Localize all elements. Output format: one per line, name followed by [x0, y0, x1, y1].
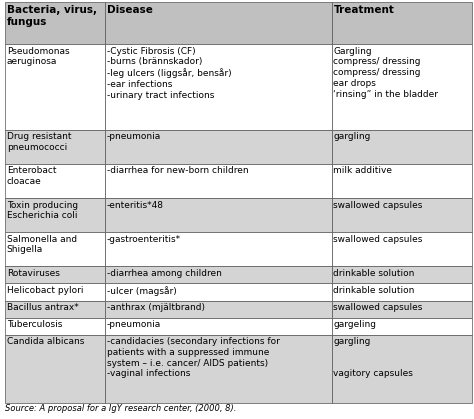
Bar	[5, 44, 105, 129]
Text: -ulcer (magsår): -ulcer (magsår)	[107, 286, 177, 296]
Text: Candida albicans: Candida albicans	[7, 337, 84, 346]
Bar	[105, 284, 331, 300]
Bar	[331, 44, 472, 129]
Text: -pneumonia: -pneumonia	[107, 132, 161, 141]
Bar	[5, 129, 105, 164]
Bar	[331, 300, 472, 318]
Text: -gastroenteritis*: -gastroenteritis*	[107, 235, 181, 244]
Text: gargling: gargling	[333, 132, 371, 141]
Text: Salmonella and
Shigella: Salmonella and Shigella	[7, 235, 77, 254]
Text: swallowed capsules: swallowed capsules	[333, 303, 423, 312]
Bar	[105, 164, 331, 198]
Bar	[331, 318, 472, 335]
Bar	[331, 266, 472, 284]
Text: Bacteria, virus,
fungus: Bacteria, virus, fungus	[7, 5, 97, 27]
Text: milk additive: milk additive	[333, 166, 392, 176]
Text: Toxin producing
Escherichia coli: Toxin producing Escherichia coli	[7, 201, 78, 220]
Bar	[331, 198, 472, 232]
Text: -candidacies (secondary infections for
patients with a suppressed immune
system : -candidacies (secondary infections for p…	[107, 337, 280, 378]
Text: drinkable solution: drinkable solution	[333, 269, 415, 278]
Text: -anthrax (mjältbrand): -anthrax (mjältbrand)	[107, 303, 205, 312]
Text: Helicobact pylori: Helicobact pylori	[7, 286, 83, 295]
Bar	[331, 335, 472, 403]
Text: -Cystic Fibrosis (CF)
-burns (brännskador)
-leg ulcers (liggsår, bensår)
-ear in: -Cystic Fibrosis (CF) -burns (brännskado…	[107, 47, 232, 100]
Bar	[5, 164, 105, 198]
Text: -pneumonia: -pneumonia	[107, 320, 161, 329]
Text: -enteritis*48: -enteritis*48	[107, 201, 164, 210]
Text: Bacillus antrax*: Bacillus antrax*	[7, 303, 78, 312]
Text: Treatment: Treatment	[333, 5, 394, 15]
Text: Tuberculosis: Tuberculosis	[7, 320, 62, 329]
Text: Gargling
compress/ dressing
compress/ dressing
ear drops
‘rinsing” in the bladde: Gargling compress/ dressing compress/ dr…	[333, 47, 438, 99]
Text: Drug resistant
pneumococci: Drug resistant pneumococci	[7, 132, 71, 152]
Bar	[105, 318, 331, 335]
Text: Source: A proposal for a IgY research center, (2000, 8).: Source: A proposal for a IgY research ce…	[5, 404, 236, 413]
Bar	[5, 335, 105, 403]
Bar	[331, 129, 472, 164]
Text: swallowed capsules: swallowed capsules	[333, 235, 423, 244]
Text: gargeling: gargeling	[333, 320, 376, 329]
Text: -diarrhea among children: -diarrhea among children	[107, 269, 222, 278]
Bar	[105, 266, 331, 284]
Bar	[5, 284, 105, 300]
Bar	[105, 300, 331, 318]
Text: Enterobact
cloacae: Enterobact cloacae	[7, 166, 56, 186]
Bar	[105, 2, 331, 44]
Bar	[105, 129, 331, 164]
Bar	[5, 2, 105, 44]
Text: drinkable solution: drinkable solution	[333, 286, 415, 295]
Bar	[105, 44, 331, 129]
Text: Disease: Disease	[107, 5, 153, 15]
Text: swallowed capsules: swallowed capsules	[333, 201, 423, 210]
Bar	[331, 164, 472, 198]
Text: gargling


vagitory capsules: gargling vagitory capsules	[333, 337, 413, 378]
Bar	[331, 284, 472, 300]
Bar	[5, 198, 105, 232]
Bar	[331, 232, 472, 266]
Bar	[5, 318, 105, 335]
Text: -diarrhea for new-born children: -diarrhea for new-born children	[107, 166, 249, 176]
Bar	[105, 198, 331, 232]
Bar	[105, 232, 331, 266]
Bar	[5, 232, 105, 266]
Bar	[331, 2, 472, 44]
Bar	[5, 300, 105, 318]
Text: Rotaviruses: Rotaviruses	[7, 269, 60, 278]
Text: Pseudomonas
aeruginosa: Pseudomonas aeruginosa	[7, 47, 69, 67]
Bar	[5, 266, 105, 284]
Bar	[105, 335, 331, 403]
